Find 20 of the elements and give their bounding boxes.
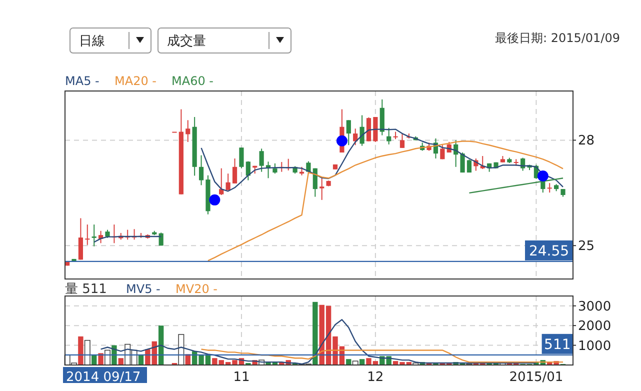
y-tick-label: 1000 — [578, 338, 612, 354]
text: MV20 - — [176, 282, 218, 296]
ref-line-label: 511 — [544, 336, 571, 353]
chart-subtitle: 最後日期: 2015/01/09 — [494, 31, 620, 45]
ref-line-label: 24.55 — [528, 243, 570, 260]
y-tick-label: 3000 — [578, 299, 612, 314]
text: MA5 - — [65, 74, 100, 88]
y-tick-label: 28 — [578, 134, 595, 149]
y-tick-label: 2000 — [578, 319, 612, 334]
dropdown: 成交量 — [158, 28, 292, 54]
text: MA60 - — [172, 74, 214, 88]
text: MV5 - — [126, 282, 160, 296]
y-tick-label: 25 — [578, 239, 595, 254]
x-tick-label: 11 — [233, 370, 250, 385]
text: 2014 09/17 — [66, 370, 141, 385]
text: MA20 - — [114, 74, 156, 88]
dropdown: 日線 — [70, 28, 152, 54]
annotation: 量 511 — [65, 282, 107, 297]
x-tick-label: 12 — [367, 370, 384, 385]
x-tick-label: 2015/01 — [509, 370, 564, 385]
